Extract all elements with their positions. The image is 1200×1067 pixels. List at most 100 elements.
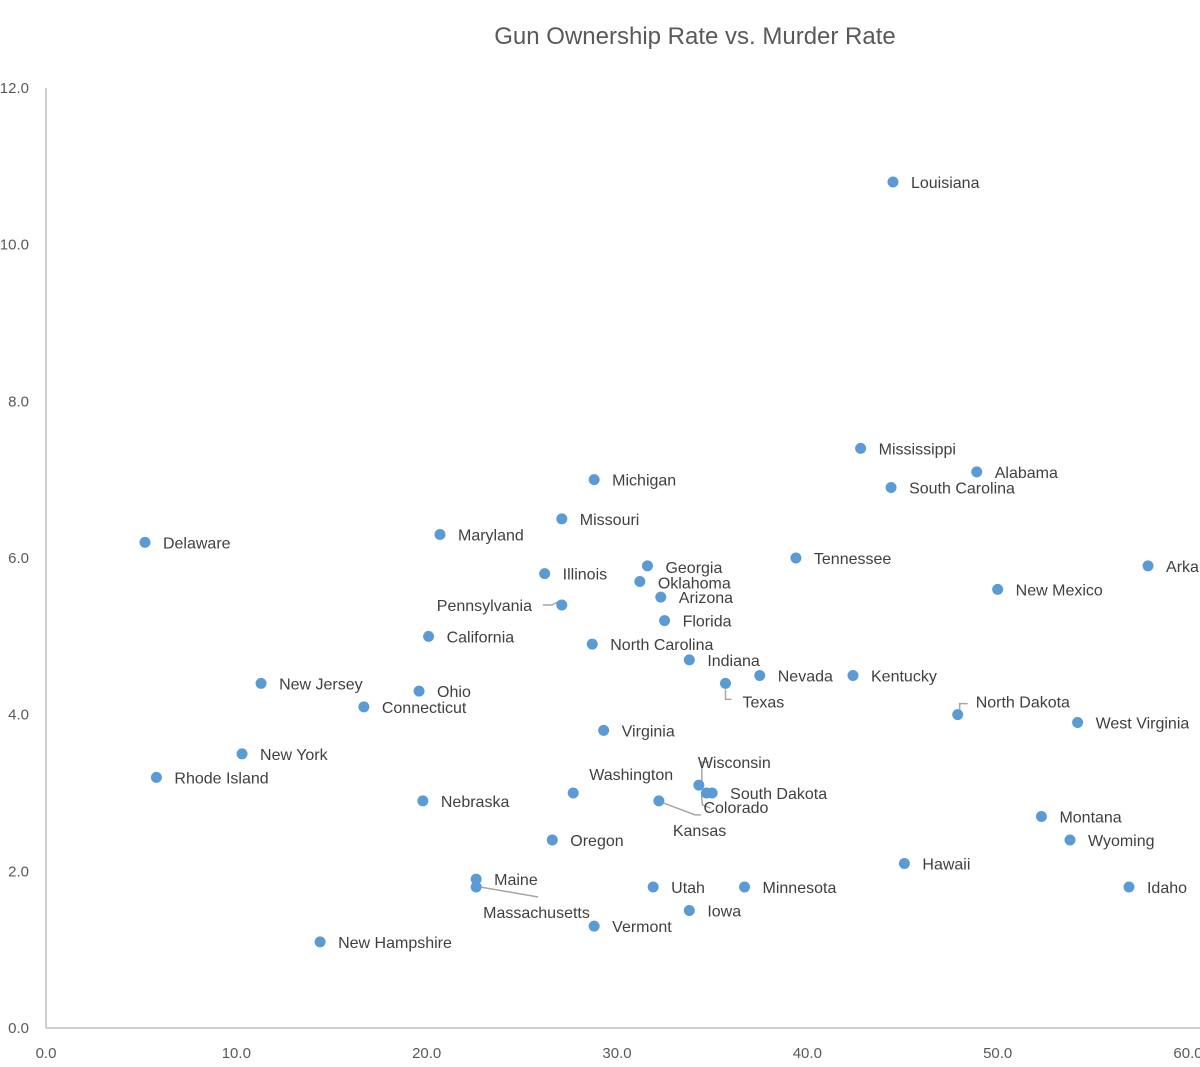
point-hawaii xyxy=(898,858,910,869)
point-california xyxy=(423,630,435,642)
label-north-carolina: North Carolina xyxy=(610,637,713,654)
data-points xyxy=(139,176,1154,948)
label-colorado: Colorado xyxy=(703,800,768,817)
y-tick-label: 8.0 xyxy=(8,393,29,410)
label-oregon: Oregon xyxy=(570,833,623,850)
point-nebraska xyxy=(417,795,429,807)
point-nevada xyxy=(754,670,766,681)
label-connecticut: Connecticut xyxy=(382,700,467,717)
point-virginia xyxy=(598,724,610,736)
point-missouri xyxy=(556,513,568,525)
label-michigan: Michigan xyxy=(612,473,676,490)
point-florida xyxy=(659,615,671,627)
point-new-york xyxy=(236,748,248,760)
leader-colorado xyxy=(700,794,711,809)
label-ohio: Ohio xyxy=(437,684,471,701)
point-washington xyxy=(567,787,579,799)
point-louisiana xyxy=(887,176,899,188)
point-arkansas xyxy=(1142,560,1154,572)
leader-north-dakota xyxy=(958,702,968,711)
point-mississippi xyxy=(855,442,867,454)
label-washington: Washington xyxy=(589,767,673,784)
label-utah: Utah xyxy=(671,880,705,897)
label-texas: Texas xyxy=(742,694,784,711)
y-tick-label: 0.0 xyxy=(8,1020,29,1037)
label-idaho: Idaho xyxy=(1147,880,1187,897)
x-tick-label: 40.0 xyxy=(793,1045,822,1062)
point-idaho xyxy=(1123,881,1135,893)
label-new-mexico: New Mexico xyxy=(1016,582,1103,599)
point-delaware xyxy=(139,536,151,548)
x-tick-labels: 0.0 10.0 20.0 30.0 40.0 50.0 60.0 xyxy=(36,1045,1200,1062)
point-north-dakota xyxy=(952,709,964,721)
point-wyoming xyxy=(1064,834,1076,846)
label-nevada: Nevada xyxy=(778,669,833,686)
label-south-dakota: South Dakota xyxy=(730,786,827,803)
label-kansas: Kansas xyxy=(673,823,726,840)
point-illinois xyxy=(539,568,551,580)
point-south-carolina xyxy=(885,482,897,493)
y-tick-label: 4.0 xyxy=(8,707,29,724)
label-hawaii: Hawaii xyxy=(922,857,970,874)
label-pennsylvania: Pennsylvania xyxy=(437,598,532,615)
point-west-virginia xyxy=(1072,717,1084,728)
point-utah xyxy=(647,881,659,893)
point-maryland xyxy=(434,529,446,540)
label-new-hampshire: New Hampshire xyxy=(338,935,452,952)
point-new-jersey xyxy=(255,677,267,689)
x-tick-label: 0.0 xyxy=(36,1045,57,1062)
label-south-carolina: South Carolina xyxy=(909,481,1015,498)
point-wisconsin xyxy=(693,779,705,791)
x-tick-label: 30.0 xyxy=(602,1045,631,1062)
y-tick-label: 6.0 xyxy=(8,550,29,567)
label-florida: Florida xyxy=(683,614,732,631)
label-minnesota: Minnesota xyxy=(763,880,837,897)
label-oklahoma: Oklahoma xyxy=(658,576,731,593)
label-new-york: New York xyxy=(260,747,329,764)
y-tick-labels: 0.0 2.0 4.0 6.0 8.0 10.0 12.0 xyxy=(0,80,29,1037)
point-maine xyxy=(470,873,482,885)
point-minnesota xyxy=(739,881,751,893)
label-wyoming: Wyoming xyxy=(1088,833,1155,850)
label-rhode-island: Rhode Island xyxy=(174,770,268,787)
x-tick-label: 60.0 xyxy=(1173,1045,1200,1062)
leader-massachusetts xyxy=(480,886,539,898)
x-tick-label: 20.0 xyxy=(412,1045,441,1062)
point-georgia xyxy=(641,560,653,572)
point-texas xyxy=(719,677,731,689)
label-illinois: Illinois xyxy=(563,567,607,584)
label-arkansas: Arkansas xyxy=(1166,559,1200,576)
point-vermont xyxy=(588,920,600,932)
x-tick-label: 10.0 xyxy=(222,1045,251,1062)
point-north-carolina xyxy=(586,638,598,650)
label-delaware: Delaware xyxy=(163,535,231,552)
label-north-dakota: North Dakota xyxy=(976,695,1070,712)
label-tennessee: Tennessee xyxy=(814,551,891,568)
label-kentucky: Kentucky xyxy=(871,669,937,686)
label-maryland: Maryland xyxy=(458,528,524,545)
point-massachusetts xyxy=(470,881,482,893)
point-connecticut xyxy=(358,701,370,713)
point-new-mexico xyxy=(992,583,1004,595)
label-california: California xyxy=(447,629,515,646)
label-west-virginia: West Virginia xyxy=(1096,716,1190,733)
point-kentucky xyxy=(847,670,859,681)
leader-kansas xyxy=(662,802,701,816)
x-tick-label: 50.0 xyxy=(983,1045,1012,1062)
point-new-hampshire xyxy=(314,936,326,948)
label-georgia: Georgia xyxy=(665,560,722,577)
point-rhode-island xyxy=(150,771,162,783)
label-mississippi: Mississippi xyxy=(879,441,956,458)
label-nebraska: Nebraska xyxy=(441,794,510,811)
point-tennessee xyxy=(790,552,802,564)
y-tick-label: 10.0 xyxy=(0,237,29,254)
point-pennsylvania xyxy=(556,599,568,611)
label-alabama: Alabama xyxy=(995,465,1058,482)
point-oregon xyxy=(546,834,558,846)
y-tick-label: 2.0 xyxy=(8,863,29,880)
point-montana xyxy=(1035,811,1047,822)
point-indiana xyxy=(683,654,695,666)
y-tick-label: 12.0 xyxy=(0,80,29,97)
